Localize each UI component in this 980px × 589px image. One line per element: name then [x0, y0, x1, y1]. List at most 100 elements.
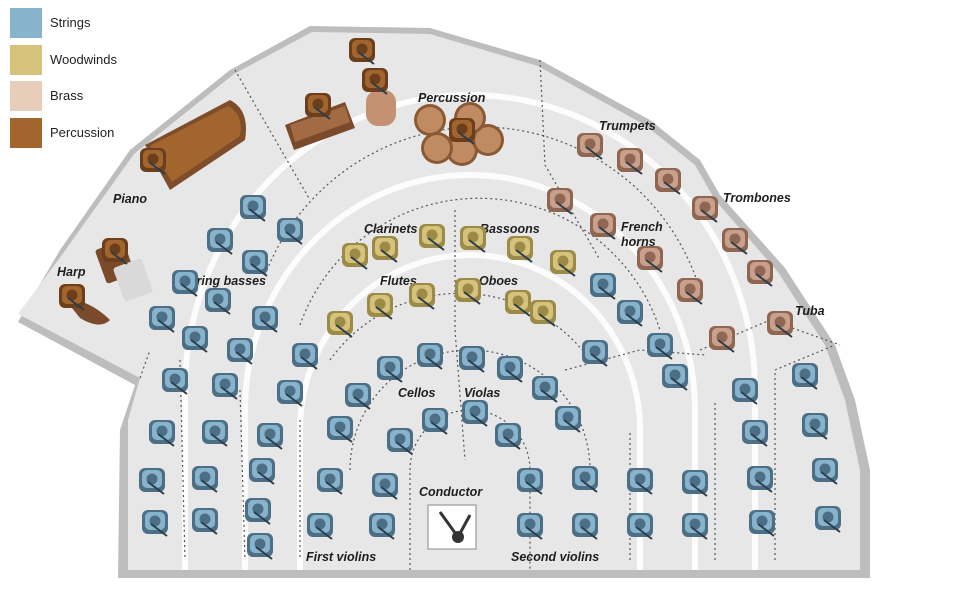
horn-player	[637, 246, 663, 273]
flutist	[327, 311, 353, 338]
label-second-violins: Second violins	[511, 550, 599, 564]
violinist	[802, 413, 828, 440]
label-clarinets: Clarinets	[364, 222, 418, 236]
legend-label: Percussion	[50, 125, 115, 140]
label-first-violins: First violins	[306, 550, 376, 564]
violinist	[742, 420, 768, 447]
horn-player	[577, 133, 603, 160]
bassist	[242, 250, 268, 277]
bassist	[227, 338, 253, 365]
legend-item-woodwinds: Woodwinds	[10, 45, 170, 75]
horn-player	[590, 213, 616, 240]
legend-item-percussion: Percussion	[10, 118, 170, 148]
label-conductor: Conductor	[419, 485, 483, 499]
violist	[495, 423, 521, 450]
bassist	[182, 326, 208, 353]
trombonist	[692, 196, 718, 223]
violinist	[257, 423, 283, 450]
horn-player	[547, 188, 573, 215]
legend-item-strings: Strings	[10, 8, 170, 38]
violinist	[245, 498, 271, 525]
bassist	[172, 270, 198, 297]
violinist	[682, 470, 708, 497]
label-oboes: Oboes	[479, 274, 518, 288]
conductor-podium	[427, 504, 477, 550]
stage-floor	[18, 32, 860, 570]
label-cellos: Cellos	[398, 386, 436, 400]
violinist	[572, 466, 598, 493]
bassist	[277, 218, 303, 245]
bassoonist	[550, 250, 576, 277]
label-percussion: Percussion	[418, 91, 486, 105]
violinist	[627, 513, 653, 540]
label-piano: Piano	[113, 192, 147, 206]
violinist	[732, 378, 758, 405]
violinist	[162, 368, 188, 395]
violinist	[247, 533, 273, 560]
bassist	[207, 228, 233, 255]
label-violas: Violas	[464, 386, 500, 400]
violinist	[747, 466, 773, 493]
oboist	[455, 278, 481, 305]
label-harp: Harp	[57, 265, 86, 279]
brass-swatch	[10, 81, 42, 111]
horn-player	[617, 148, 643, 175]
violinist	[139, 468, 165, 495]
cellist	[292, 343, 318, 370]
oboist	[505, 290, 531, 317]
cellist	[377, 356, 403, 383]
label-string-basses: String basses	[184, 274, 266, 288]
violinist	[517, 513, 543, 540]
section-labels: Percussion Trumpets Trombones French hor…	[57, 91, 825, 564]
label-trumpets: Trumpets	[599, 119, 656, 133]
violinist	[682, 513, 708, 540]
label-trombones: Trombones	[723, 191, 791, 205]
timpani	[472, 124, 504, 156]
violinist	[212, 373, 238, 400]
label-french-horns-2: horns	[621, 235, 656, 249]
cellist	[327, 416, 353, 443]
pianist	[140, 148, 166, 175]
cellist	[277, 380, 303, 407]
violinist	[590, 273, 616, 300]
cellist	[422, 408, 448, 435]
cellist	[417, 343, 443, 370]
trombonist	[722, 228, 748, 255]
violinist	[369, 513, 395, 540]
tuba-player	[767, 311, 793, 338]
trombonist	[747, 260, 773, 287]
flutist	[409, 283, 435, 310]
bassoonist	[460, 226, 486, 253]
violist	[497, 356, 523, 383]
violinist	[307, 513, 333, 540]
strings-swatch	[10, 8, 42, 38]
keyboard-player	[102, 238, 128, 265]
violinist	[249, 458, 275, 485]
horn-player	[709, 326, 735, 353]
label-french-horns-1: French	[621, 220, 663, 234]
violinist	[517, 468, 543, 495]
legend-label: Strings	[50, 15, 91, 30]
bassist	[149, 306, 175, 333]
percussionist	[449, 118, 475, 145]
violinist	[617, 300, 643, 327]
label-tuba: Tuba	[795, 304, 825, 318]
violist	[459, 346, 485, 373]
violinist	[142, 510, 168, 537]
musicians	[59, 38, 841, 560]
violinist	[372, 473, 398, 500]
violinist	[149, 420, 175, 447]
marimba	[285, 102, 355, 150]
violist	[462, 400, 488, 427]
horn-player	[655, 168, 681, 195]
legend-label: Brass	[50, 88, 84, 103]
percussion-swatch	[10, 118, 42, 148]
cellist	[387, 428, 413, 455]
bass-drum	[366, 90, 396, 126]
violinist	[749, 510, 775, 537]
timpani	[414, 104, 446, 136]
timpani	[421, 132, 453, 164]
percussionist	[305, 93, 331, 120]
flutist	[367, 293, 393, 320]
